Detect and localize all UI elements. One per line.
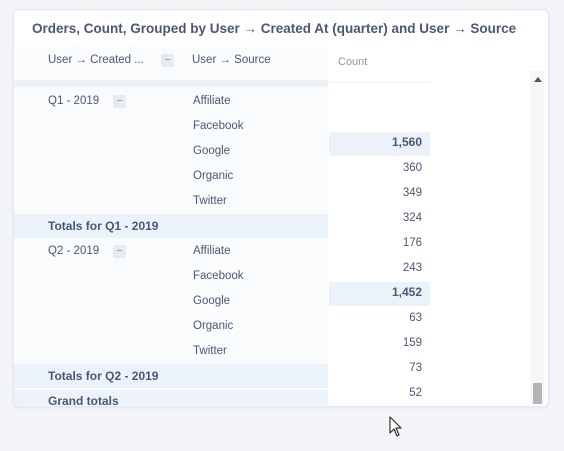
count-cell: 73 (409, 362, 422, 374)
subtotal-row-q1: Totals for Q1 - 2019 (14, 214, 328, 238)
collapse-column-toggle[interactable]: − (161, 54, 174, 67)
row-source-q2-affiliate: Affiliate (193, 245, 231, 257)
count-cell: 243 (402, 262, 422, 274)
collapse-row-toggle-q2[interactable]: − (113, 245, 126, 258)
count-cell: 63 (409, 312, 422, 324)
subtotal-label-q2: Totals for Q2 - 2019 (48, 369, 159, 383)
subtotal-label-q1: Totals for Q1 - 2019 (48, 219, 159, 233)
mouse-pointer-icon (389, 416, 402, 437)
count-highlight-2 (329, 282, 430, 306)
row-source-q2-facebook: Facebook (193, 270, 244, 282)
scroll-up-arrow-icon[interactable] (534, 77, 542, 82)
row-source-q1-organic: Organic (193, 170, 234, 182)
row-source-q2-organic: Organic (193, 320, 234, 332)
row-source-q1-affiliate: Affiliate (193, 95, 231, 107)
count-highlight-1 (329, 132, 430, 156)
pivot-table-card: Orders, Count, Grouped by User → Created… (13, 9, 549, 407)
column-header-source[interactable]: User → Source (192, 54, 271, 66)
subtotal-row-q2: Totals for Q2 - 2019 (14, 364, 328, 388)
count-cell: 349 (402, 187, 422, 199)
count-cell: 324 (402, 212, 422, 224)
column-header-created-at[interactable]: User → Created ... (48, 54, 144, 66)
pivot-row-headers: User → Created ... − User → Source Q1 - … (14, 47, 328, 405)
row-source-q2-twitter: Twitter (193, 345, 227, 357)
count-cell: 159 (402, 337, 422, 349)
row-source-q1-twitter: Twitter (193, 195, 227, 207)
header-divider (14, 80, 328, 87)
column-header-count[interactable]: Count (338, 56, 368, 68)
scrollbar-thumb[interactable] (533, 383, 542, 404)
grand-total-label: Grand totals (48, 394, 119, 405)
vertical-scrollbar[interactable] (530, 71, 544, 404)
count-header-divider (329, 82, 430, 83)
count-cell: 360 (402, 162, 422, 174)
row-group-label-q1: Q1 - 2019 (48, 95, 100, 107)
row-source-q2-google: Google (193, 295, 231, 307)
row-source-q1-google: Google (193, 145, 231, 157)
row-group-label-q2: Q2 - 2019 (48, 245, 100, 257)
grand-total-row: Grand totals (14, 390, 328, 405)
count-cell: 52 (409, 387, 422, 399)
count-column: Count 1,560 360 349 324 176 243 1,452 63… (329, 47, 430, 405)
count-cell: 1,560 (391, 135, 422, 149)
count-cell: 176 (402, 237, 422, 249)
row-source-q1-facebook: Facebook (193, 120, 244, 132)
collapse-row-toggle-q1[interactable]: − (113, 95, 126, 108)
card-title[interactable]: Orders, Count, Grouped by User → Created… (32, 21, 517, 36)
count-cell: 1,452 (391, 285, 422, 299)
